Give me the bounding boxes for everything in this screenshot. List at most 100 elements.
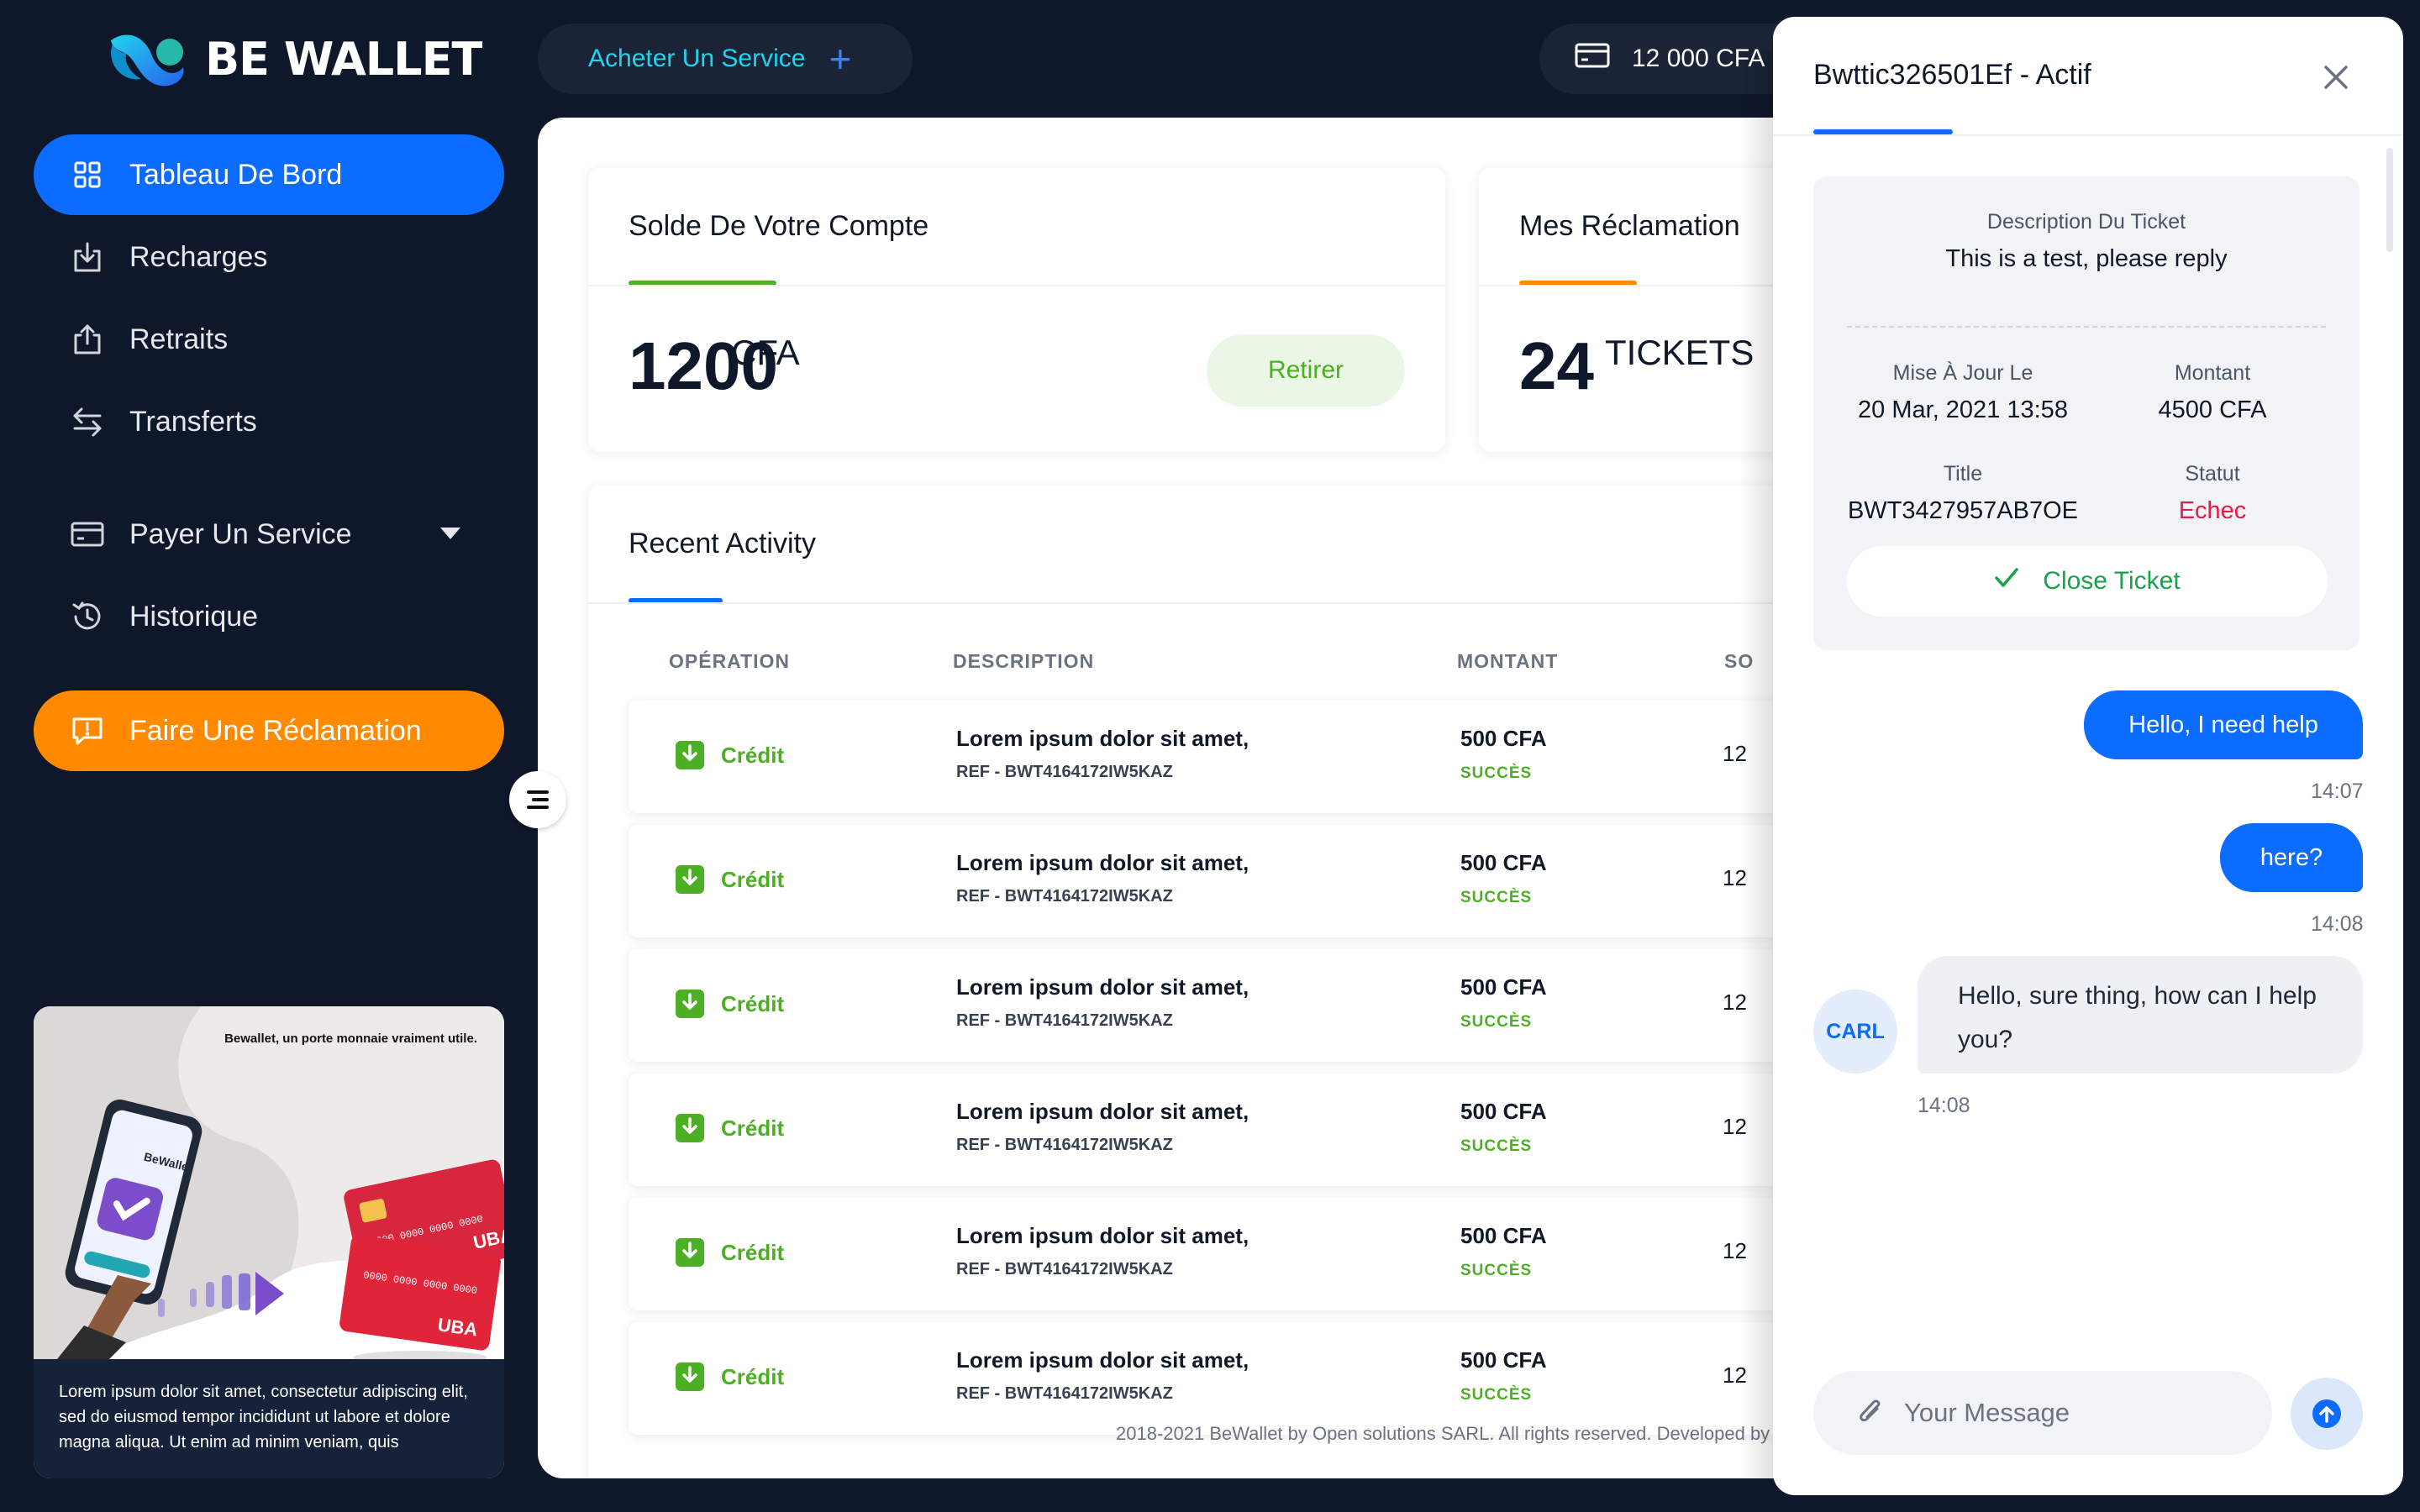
sidebar-item-payer-service[interactable]: Payer Un Service [34, 494, 504, 575]
row-status: SUCCÈS [1460, 1137, 1533, 1155]
buy-service-button[interactable]: Acheter Un Service + [538, 24, 913, 94]
divider [1479, 285, 1798, 286]
table-row[interactable]: Crédit Lorem ipsum dolor sit amet, REF - B… [629, 825, 1798, 937]
plus-icon: + [829, 37, 852, 81]
row-status: SUCCÈS [1460, 1262, 1533, 1279]
row-description: Lorem ipsum dolor sit amet, [956, 850, 1249, 875]
download-icon [71, 240, 104, 274]
claims-card: Mes Réclamation 24 TICKETS [1479, 168, 1798, 452]
ticket-description: This is a test, please reply [1945, 245, 2228, 272]
sidebar-item-label: Transferts [129, 405, 257, 438]
claims-card-title: Mes Réclamation [1519, 210, 1740, 242]
menu-icon [527, 790, 549, 809]
credit-download-icon [676, 1114, 704, 1142]
row-amount: 500 CFA [1460, 1223, 1547, 1248]
column-header-status: SO [1724, 650, 1754, 673]
operation-type: Crédit [721, 990, 785, 1016]
ticket-panel: Bwttic326501Ef - Actif Description Du Ti… [1773, 17, 2403, 1495]
sidebar-item-historique[interactable]: Historique [34, 576, 504, 657]
footer-copyright: 2018-2021 BeWallet by Open solutions SAR… [1116, 1423, 1786, 1444]
claim-button[interactable]: Faire Une Réclamation [34, 690, 504, 771]
app-logo[interactable]: BE WALLET [104, 29, 482, 89]
row-reference: REF - BWT4164172IW5KAZ [956, 1260, 1173, 1278]
avatar: CARL [1813, 990, 1897, 1074]
claims-unit: TICKETS [1605, 333, 1754, 372]
table-row[interactable]: Crédit Lorem ipsum dolor sit amet, REF - B… [629, 1074, 1798, 1186]
sidebar-item-retraits[interactable]: Retraits [34, 299, 504, 380]
recent-activity-underline [629, 598, 723, 603]
close-ticket-button[interactable]: Close Ticket [1847, 546, 2328, 617]
sidebar-item-dashboard[interactable]: Tableau De Bord [34, 134, 504, 215]
row-reference: REF - BWT4164172IW5KAZ [956, 1011, 1173, 1030]
ticket-updated-label: Mise À Jour Le [1892, 361, 2033, 385]
chat-bubble-incoming: Hello, sure thing, how can I help you? [1918, 956, 2363, 1074]
balance-card-underline [629, 281, 776, 286]
row-status: SUCCÈS [1460, 1013, 1533, 1031]
row-description: Lorem ipsum dolor sit amet, [956, 726, 1249, 751]
ticket-updated-value: 20 Mar, 2021 13:58 [1858, 396, 2068, 423]
operation-cell: Crédit [676, 990, 784, 1018]
main-content: Solde De Votre Compte 1200 CFA Retirer M… [538, 118, 1798, 1478]
sidebar-item-label: Payer Un Service [129, 517, 352, 550]
row-truncated-cell: 12 [1723, 865, 1747, 890]
message-time: 14:08 [2311, 912, 2364, 936]
panel-shadow [1739, 50, 1773, 1478]
row-description: Lorem ipsum dolor sit amet, [956, 974, 1249, 1000]
recent-activity-title: Recent Activity [629, 528, 816, 559]
activity-list[interactable]: Crédit Lorem ipsum dolor sit amet, REF - B… [538, 689, 1798, 1478]
ticket-status-label: Statut [2185, 462, 2240, 486]
table-row[interactable]: Crédit Lorem ipsum dolor sit amet, REF - B… [629, 1322, 1798, 1435]
sidebar-item-label: Tableau De Bord [129, 158, 343, 191]
sidebar-nav: Tableau De Bord Recharges Retraits Trans… [34, 134, 504, 773]
sidebar-item-recharges[interactable]: Recharges [34, 217, 504, 297]
ticket-amount-label: Montant [2174, 361, 2251, 385]
withdraw-button[interactable]: Retirer [1207, 334, 1405, 407]
close-ticket-label: Close Ticket [2043, 567, 2181, 595]
panel-scrollbar[interactable] [2386, 148, 2393, 252]
divider [1773, 134, 2403, 136]
row-truncated-cell: 12 [1723, 1238, 1747, 1263]
promo-banner[interactable]: 0000 0000 0000 0000 UBA 0000 0000 0000 0… [34, 1006, 504, 1478]
chevron-down-icon[interactable] [440, 528, 460, 539]
message-input[interactable] [1904, 1398, 2240, 1428]
buy-service-label: Acheter Un Service [588, 45, 806, 72]
ticket-title-value: BWT3427957AB7OE [1847, 497, 2079, 524]
row-truncated-cell: 12 [1723, 1362, 1747, 1388]
check-icon [1994, 567, 2019, 596]
column-header-description: DESCRIPTION [953, 650, 1095, 672]
card-icon [71, 517, 104, 551]
table-row[interactable]: Crédit Lorem ipsum dolor sit amet, REF - B… [629, 949, 1798, 1062]
operation-cell: Crédit [676, 1114, 784, 1142]
close-icon[interactable] [2319, 60, 2353, 94]
row-amount: 500 CFA [1460, 1099, 1547, 1124]
sidebar-collapse-button[interactable] [509, 771, 566, 828]
balance-amount: 1200 [629, 328, 778, 403]
operation-type: Crédit [721, 866, 785, 892]
row-status: SUCCÈS [1460, 1386, 1533, 1404]
dashed-divider [1847, 326, 2326, 328]
sidebar-item-transferts[interactable]: Transferts [34, 381, 504, 462]
send-button[interactable] [2291, 1378, 2363, 1450]
message-input-box[interactable] [1813, 1371, 2272, 1455]
paperclip-icon[interactable] [1855, 1395, 1884, 1431]
row-reference: REF - BWT4164172IW5KAZ [956, 1384, 1173, 1403]
claim-button-label: Faire Une Réclamation [129, 714, 422, 747]
table-row[interactable]: Crédit Lorem ipsum dolor sit amet, REF - B… [629, 701, 1798, 813]
send-icon [2312, 1399, 2341, 1428]
credit-download-icon [676, 1362, 704, 1391]
operation-cell: Crédit [676, 1238, 784, 1267]
credit-download-icon [676, 990, 704, 1018]
operation-cell: Crédit [676, 1362, 784, 1391]
logo-mark-icon [104, 29, 188, 89]
credit-download-icon [676, 741, 704, 769]
row-reference: REF - BWT4164172IW5KAZ [956, 887, 1173, 906]
table-row[interactable]: Crédit Lorem ipsum dolor sit amet, REF - B… [629, 1198, 1798, 1310]
sidebar-item-label: Recharges [129, 240, 268, 273]
sidebar-item-label: Historique [129, 600, 259, 633]
app-name: BE WALLET [205, 32, 482, 86]
history-icon [71, 600, 104, 633]
sidebar-item-label: Retraits [129, 323, 229, 355]
row-truncated-cell: 12 [1723, 990, 1747, 1015]
credit-download-icon [676, 1238, 704, 1267]
message-time: 14:08 [1918, 1094, 1970, 1117]
